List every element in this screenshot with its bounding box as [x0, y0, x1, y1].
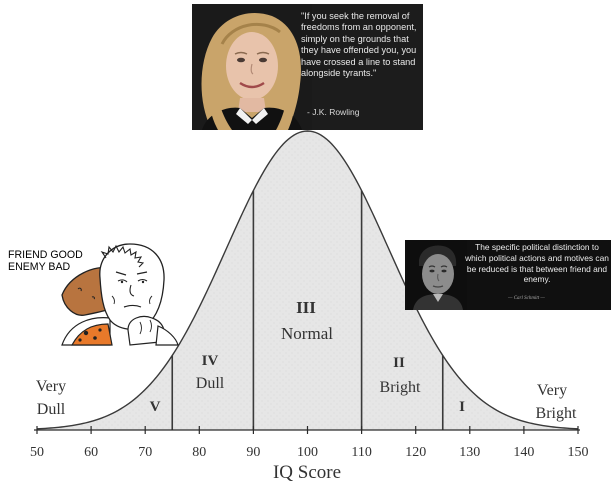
x-tick-label-110: 110 — [351, 445, 371, 460]
rowling-portrait-image — [192, 4, 312, 130]
x-tick-label-60: 60 — [84, 445, 98, 460]
wojak-head — [99, 243, 165, 331]
leopard-shirt — [70, 323, 113, 346]
region-dividers — [171, 190, 444, 430]
curve-line — [36, 130, 579, 430]
region-name-normal: Normal — [281, 324, 333, 343]
side-label-left-line1: Very — [36, 378, 66, 395]
rowling-quote-text: "If you seek the removal of freedoms fro… — [301, 11, 417, 79]
region-name-dull: Dull — [196, 375, 225, 392]
x-tick-label-100: 100 — [297, 445, 318, 460]
x-tick-label-150: 150 — [568, 445, 589, 460]
x-tick-label-90: 90 — [246, 445, 260, 460]
x-ticks — [36, 426, 579, 434]
x-tick-labels: 50 60 70 80 90 100 110 120 130 140 150 — [30, 445, 589, 460]
region-numeral-iii: III — [296, 298, 316, 317]
x-tick-label-70: 70 — [138, 445, 152, 460]
rowling-quote-panel — [192, 4, 423, 130]
curve-area — [37, 131, 578, 430]
wojak-caption: FRIEND GOOD ENEMY BAD — [8, 249, 83, 274]
side-labels: Very Dull Very Bright — [36, 378, 577, 422]
schmitt-quote-panel — [405, 240, 611, 310]
region-labels: V IV Dull III Normal II Bright I — [150, 298, 466, 415]
side-label-right-line1: Very — [537, 382, 567, 399]
x-tick-label-130: 130 — [459, 445, 480, 460]
schmitt-quote-text: The specific political distinction to wh… — [465, 242, 609, 285]
x-axis-label: IQ Score — [273, 462, 341, 483]
region-numeral-ii: II — [393, 355, 405, 371]
schmitt-portrait-image — [407, 240, 467, 310]
x-tick-label-50: 50 — [30, 445, 44, 460]
x-tick-label-80: 80 — [192, 445, 206, 460]
side-label-left-line2: Dull — [37, 401, 66, 418]
side-label-right-line2: Bright — [536, 405, 577, 422]
rowling-attribution: - J.K. Rowling — [307, 107, 360, 117]
wojak-club-illustration — [61, 243, 179, 346]
x-tick-label-140: 140 — [513, 445, 534, 460]
x-tick-label-120: 120 — [405, 445, 426, 460]
region-numeral-v: V — [150, 399, 161, 415]
region-name-bright: Bright — [380, 379, 421, 396]
schmitt-attribution: — Carl Schmitt — — [508, 296, 545, 301]
region-numeral-iv: IV — [202, 353, 219, 369]
region-numeral-i: I — [459, 399, 465, 415]
